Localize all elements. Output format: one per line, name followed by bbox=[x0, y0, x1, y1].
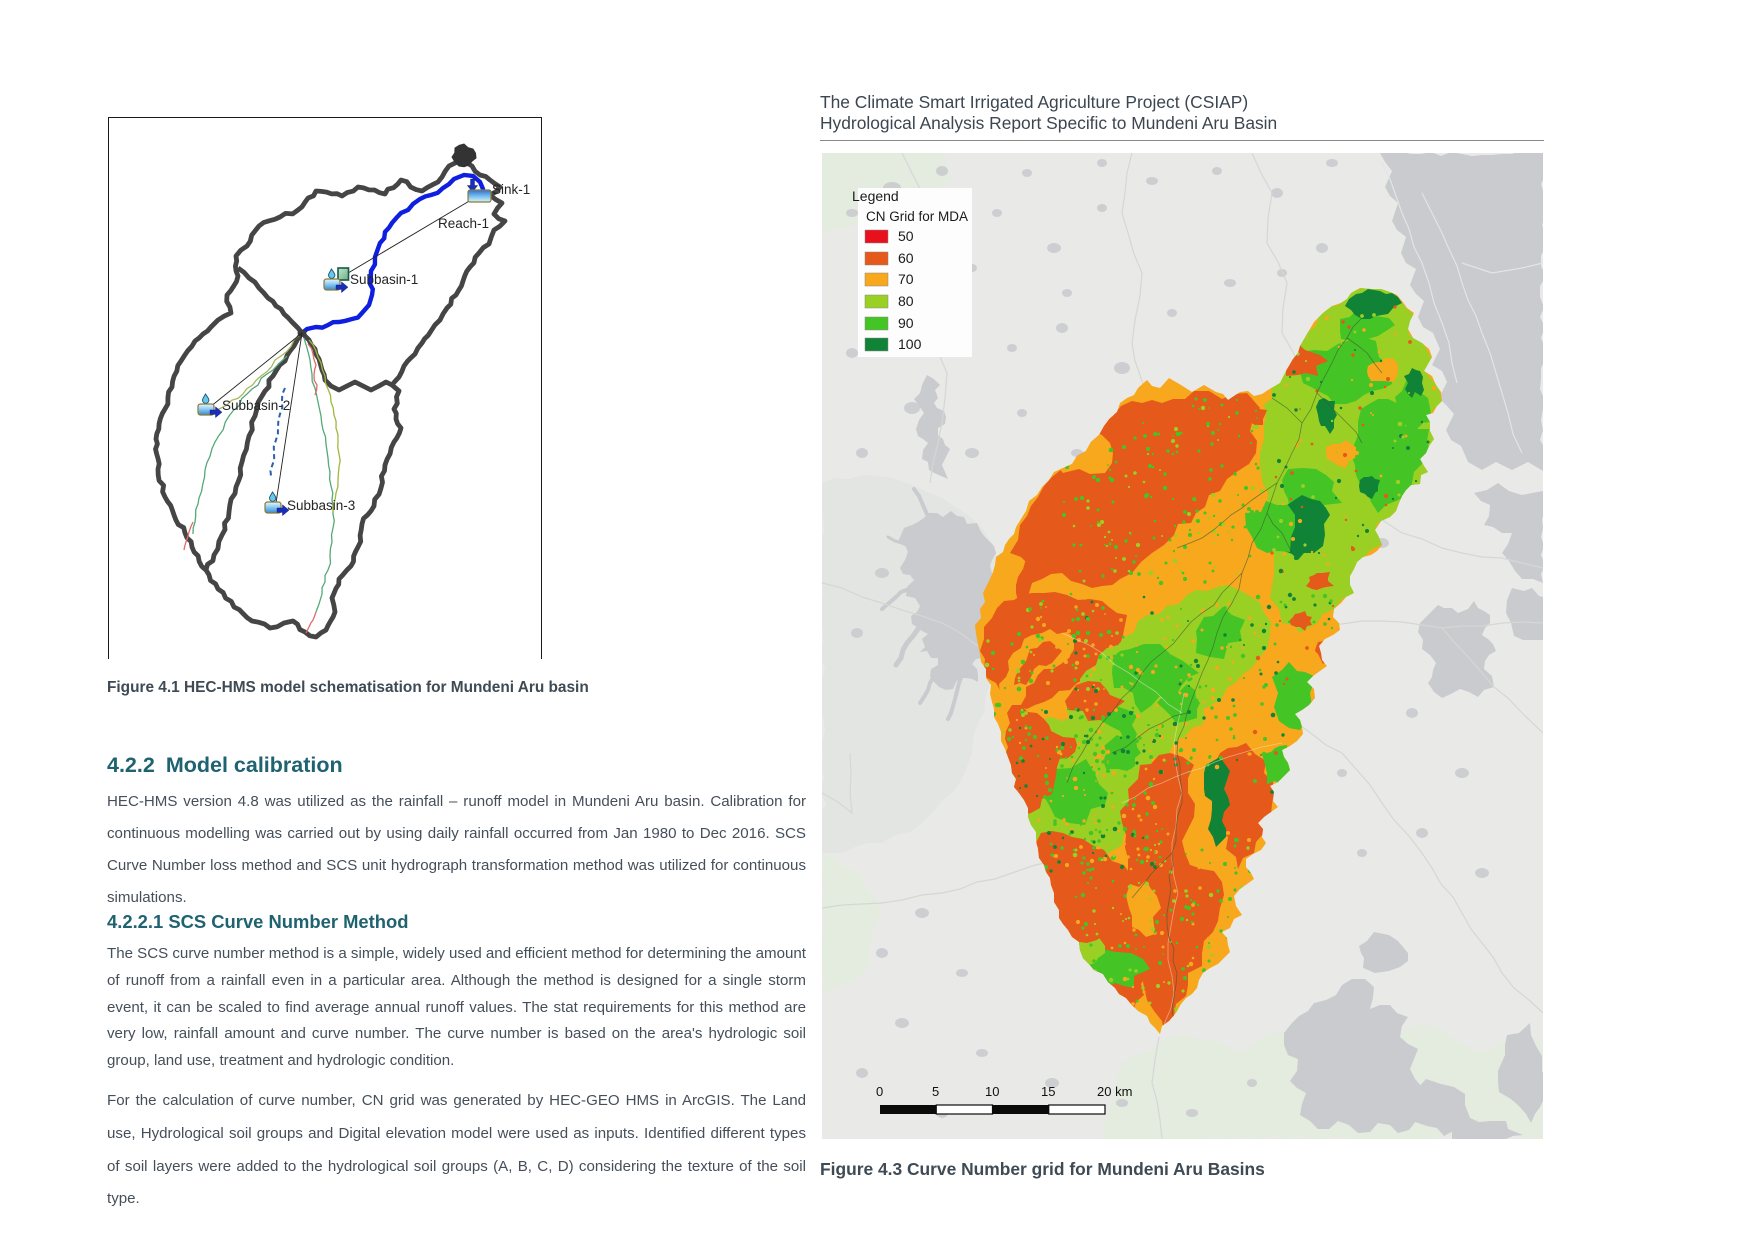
svg-text:50: 50 bbox=[898, 228, 914, 244]
svg-text:Reach-1: Reach-1 bbox=[438, 216, 489, 231]
svg-text:Sink-1: Sink-1 bbox=[492, 182, 530, 197]
svg-text:10: 10 bbox=[985, 1084, 999, 1099]
svg-text:60: 60 bbox=[898, 250, 914, 266]
svg-text:20 km: 20 km bbox=[1097, 1084, 1132, 1099]
svg-text:5: 5 bbox=[932, 1084, 939, 1099]
svg-text:CN Grid for MDA: CN Grid for MDA bbox=[866, 209, 968, 224]
svg-text:Subbasin-1: Subbasin-1 bbox=[350, 272, 418, 287]
svg-text:80: 80 bbox=[898, 293, 914, 309]
svg-text:Subbasin-2: Subbasin-2 bbox=[222, 398, 290, 413]
svg-text:90: 90 bbox=[898, 315, 914, 331]
svg-text:Legend: Legend bbox=[852, 188, 899, 204]
svg-text:Subbasin-3: Subbasin-3 bbox=[287, 498, 355, 513]
svg-text:15: 15 bbox=[1041, 1084, 1055, 1099]
svg-text:0: 0 bbox=[876, 1084, 883, 1099]
svg-text:70: 70 bbox=[898, 271, 914, 287]
svg-text:100: 100 bbox=[898, 336, 922, 352]
